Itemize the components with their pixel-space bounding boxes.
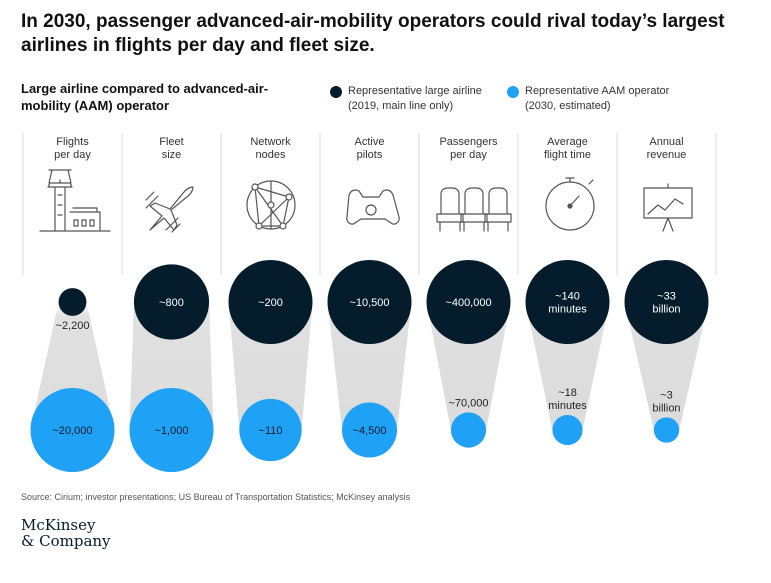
airline-value-label: ~800 [159, 297, 184, 309]
seats-icon [436, 187, 512, 232]
airline-bubble [133, 264, 210, 340]
aam-bubble [129, 388, 214, 472]
logo-line-2: & Company [21, 532, 111, 550]
stopwatch-icon [545, 177, 595, 231]
yoke-icon [346, 189, 400, 225]
column-header: Active pilots [355, 136, 385, 161]
aam-value-label: ~110 [259, 425, 283, 437]
airline-bubble [525, 260, 610, 344]
legend-note-airline: (2019, main line only) [348, 100, 454, 112]
aam-bubble [653, 417, 680, 443]
airplane-icon [145, 186, 194, 233]
revenue-chart-icon [643, 183, 693, 232]
aam-bubble [239, 398, 302, 462]
legend-item-airline: Representative large airline (2019, main… [330, 84, 482, 114]
airline-value-label: ~400,000 [445, 297, 491, 309]
aam-value-label: ~3 billion [652, 389, 680, 414]
legend-note-aam: (2030, estimated) [525, 100, 611, 112]
aam-bubble [552, 414, 583, 446]
legend-dot-airline [330, 86, 342, 98]
source-note: Source: Cirium; investor presentations; … [21, 492, 411, 502]
aam-bubble [450, 412, 487, 448]
column-header: Fleet size [159, 136, 183, 161]
logo-line-1: McKinsey [21, 516, 96, 534]
column-header: Average flight time [544, 136, 591, 161]
airline-bubble [624, 260, 709, 344]
airline-value-label: ~10,500 [349, 297, 389, 309]
column-header: Annual revenue [647, 136, 687, 161]
aam-value-label: ~1,000 [155, 425, 189, 437]
mckinsey-logo: McKinsey & Company [21, 517, 111, 549]
aam-value-label: ~20,000 [52, 425, 92, 437]
column-header: Network nodes [250, 136, 291, 161]
legend-item-aam: Representative AAM operator (2030, estim… [507, 84, 669, 114]
legend-dot-aam [507, 86, 519, 98]
airline-bubble [426, 260, 511, 344]
aam-bubble [30, 388, 115, 472]
network-icon [246, 180, 296, 230]
column-header: Passengers per day [439, 136, 498, 161]
airline-value-label: ~2,200 [56, 320, 90, 332]
airline-value-label: ~200 [258, 297, 283, 309]
airline-bubble [228, 260, 313, 344]
aam-value-label: ~18 minutes [548, 387, 587, 412]
column-header: Flights per day [54, 136, 91, 161]
aam-bubble [342, 402, 397, 458]
airline-value-label: ~140 minutes [548, 291, 587, 316]
aam-value-label: ~70,000 [448, 397, 488, 409]
legend-label-airline: Representative large airline [348, 85, 482, 97]
airline-bubble [327, 260, 412, 344]
legend-label-aam: Representative AAM operator [525, 85, 670, 97]
airport-tower-icon [39, 169, 111, 232]
airline-bubble [58, 288, 87, 316]
aam-value-label: ~4,500 [353, 425, 387, 437]
chart-subtitle: Large airline compared to advanced-air-m… [21, 81, 269, 113]
airline-value-label: ~33 billion [652, 291, 680, 316]
chart-headline: In 2030, passenger advanced-air-mobility… [21, 11, 725, 56]
